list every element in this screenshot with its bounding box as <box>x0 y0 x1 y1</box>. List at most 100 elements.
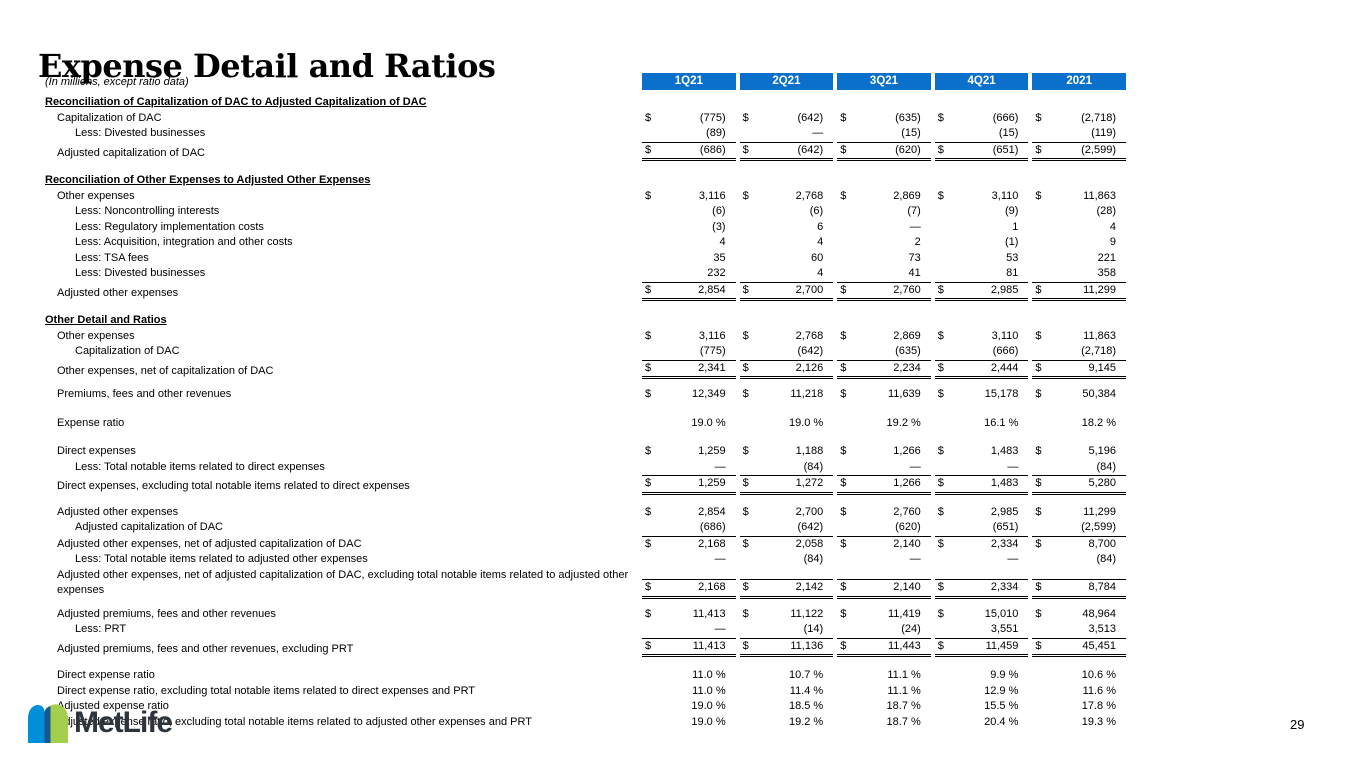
value-cell-box: (775) <box>642 344 736 360</box>
cell-value: 11,413 <box>692 639 726 652</box>
currency-symbol: $ <box>1035 445 1042 457</box>
value-cell: $3,110 <box>933 189 1031 205</box>
value-cell-box: 19.2 % <box>740 715 834 731</box>
value-cell: (14) <box>738 622 836 638</box>
value-cell-box: $2,142 <box>739 579 834 599</box>
cell-value: 81 <box>1006 267 1019 279</box>
value-cell: $ (2,718) <box>1030 111 1128 127</box>
value-cell: (84) <box>1030 552 1128 568</box>
value-cell-box: 11.1 % <box>837 684 931 700</box>
value-cell-box: (666) <box>935 344 1029 360</box>
value-cell: $2,140 <box>835 568 933 599</box>
cell-value: 11,459 <box>985 639 1019 652</box>
value-cell: 232 <box>640 266 738 282</box>
value-cell: $2,334 <box>933 535 1031 553</box>
cell-value: — <box>714 553 726 565</box>
row-label-text: Less: Total notable items related to adj… <box>75 553 368 565</box>
cell-value: 2,700 <box>795 283 824 296</box>
value-cell: $5,196 <box>1030 444 1128 460</box>
value-cell-box: (6) <box>740 204 834 220</box>
cell-value: (1) <box>1004 236 1019 248</box>
value-cell: $ (686) <box>640 141 738 161</box>
cell-value: 5,280 <box>1088 477 1116 489</box>
value-cell-box: 232 <box>642 266 736 282</box>
cell-value: 15,010 <box>984 607 1019 620</box>
currency-symbol: $ <box>742 361 749 374</box>
table-row: Adjusted expense ratio, excluding total … <box>40 715 1128 731</box>
cell-value: 2,854 <box>698 283 726 296</box>
row-label: Less: PRT <box>40 622 640 638</box>
row-label: Less: Divested businesses <box>40 126 640 142</box>
spacer-row <box>40 379 1128 387</box>
row-label: Less: Regulatory implementation costs <box>40 220 640 236</box>
value-cell: $2,168 <box>640 535 738 553</box>
row-label-text: Capitalization of DAC <box>75 345 180 357</box>
currency-symbol: $ <box>840 283 847 296</box>
currency-symbol: $ <box>937 607 944 620</box>
value-cell: $ (620) <box>835 141 933 161</box>
value-cell: $11,136 <box>738 637 836 657</box>
table-row: Less: Total notable items related to adj… <box>40 552 1128 568</box>
value-cell: $3,110 <box>933 329 1031 345</box>
cell-value: (775) <box>699 111 726 124</box>
cell-value: 20.4 % <box>984 715 1019 728</box>
value-cell: $1,483 <box>933 444 1031 460</box>
table-row: Less: TSA fees 35 60 73 53 221 <box>40 251 1128 267</box>
currency-symbol: $ <box>742 477 749 489</box>
value-cell-box: $ (620) <box>837 141 931 161</box>
value-cell-box: — <box>837 552 931 568</box>
cell-value: 4 <box>1109 220 1116 233</box>
cell-value: (9) <box>1004 205 1019 217</box>
cell-value: 2,234 <box>893 361 921 374</box>
value-cell-box: 18.5 % <box>740 699 834 715</box>
table-row: Less: PRT — (14) (24) 3,551 3,513 <box>40 622 1128 638</box>
cell-value: 15.5 % <box>984 700 1019 712</box>
value-cell: (642) <box>738 520 836 536</box>
cell-value: (642) <box>797 521 824 533</box>
cell-value: 3,513 <box>1088 623 1116 635</box>
value-cell-box: $2,341 <box>642 359 736 379</box>
table-row: Direct expenses $1,259 $1,188 $1,266 $1,483 $… <box>40 444 1128 460</box>
table-row: Less: Divested businesses 232 4 41 81 358 <box>40 266 1128 282</box>
value-cell: (9) <box>933 204 1031 220</box>
value-cell: 2 <box>835 235 933 251</box>
value-cell: $1,266 <box>835 444 933 460</box>
table-row: Adjusted premiums, fees and other revenu… <box>40 637 1128 657</box>
row-label: Other expenses, net of capitalization of… <box>40 360 640 380</box>
value-cell-box: $ (2,718) <box>1032 111 1126 127</box>
value-cell-box: $1,483 <box>935 444 1029 460</box>
cell-value: 11,863 <box>1083 329 1116 342</box>
value-cell: 20.4 % <box>933 715 1031 731</box>
row-label-text: Less: PRT <box>75 623 127 635</box>
cell-value: 12.9 % <box>984 684 1019 697</box>
value-cell-box: $2,334 <box>934 579 1029 599</box>
value-cell-box: $2,869 <box>837 189 931 205</box>
spacer-row <box>40 403 1128 416</box>
currency-symbol: $ <box>840 537 847 550</box>
cell-value: 50,384 <box>1082 388 1116 400</box>
cell-value: (686) <box>699 521 726 533</box>
value-cell-box: $1,188 <box>740 444 834 460</box>
value-cell: (119) <box>1030 126 1128 142</box>
cell-value: (651) <box>992 521 1019 533</box>
units-note: (In millions, except ratio data) <box>45 75 189 88</box>
cell-value: 35 <box>713 251 726 264</box>
column-header-label: 2Q21 <box>739 73 834 90</box>
row-label-text: Less: Noncontrolling interests <box>75 205 220 217</box>
currency-symbol: $ <box>840 329 847 342</box>
value-cell: $1,266 <box>835 475 933 495</box>
cell-value: (642) <box>797 345 824 357</box>
value-cell: $ (635) <box>835 111 933 127</box>
value-cell: 3,513 <box>1030 622 1128 638</box>
row-label: Direct expense ratio, excluding total no… <box>40 684 640 700</box>
value-cell: 1 <box>933 220 1031 236</box>
cell-value: 8,700 <box>1088 537 1116 550</box>
value-cell: 12.9 % <box>933 684 1031 700</box>
value-cell-box: $2,234 <box>837 359 931 379</box>
value-cell: $2,768 <box>738 329 836 345</box>
table-row: Other expenses $3,116 $2,768 $2,869 $3,110 $1… <box>40 189 1128 205</box>
value-cell: (24) <box>835 622 933 638</box>
value-cell: (89) <box>640 126 738 142</box>
value-cell-box: $9,145 <box>1032 359 1126 379</box>
value-cell: 18.7 % <box>835 699 933 715</box>
